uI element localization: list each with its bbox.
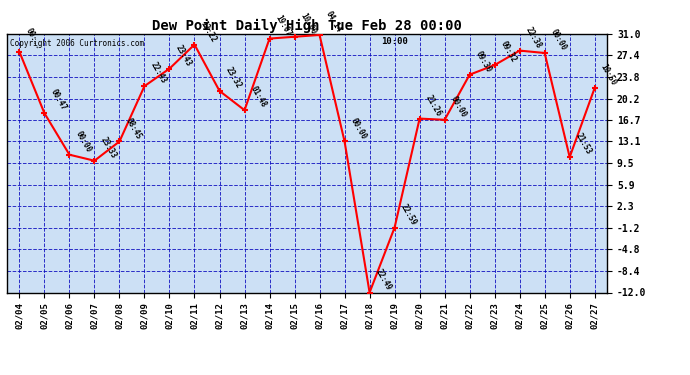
Text: 10:00: 10:00 [299, 12, 318, 36]
Text: 23:32: 23:32 [224, 66, 243, 90]
Text: 22:59: 22:59 [399, 202, 418, 227]
Text: 22:43: 22:43 [148, 61, 168, 86]
Text: 09:30: 09:30 [474, 50, 493, 74]
Text: 01:48: 01:48 [248, 85, 268, 109]
Text: 00:..: 00:.. [23, 27, 43, 51]
Text: 10:00: 10:00 [381, 38, 408, 46]
Text: 23:33: 23:33 [99, 135, 118, 160]
Text: 00:47: 00:47 [48, 88, 68, 112]
Text: 12:22: 12:22 [199, 19, 218, 44]
Text: Copyright 2006 Curtronics.com: Copyright 2006 Curtronics.com [10, 39, 144, 48]
Text: 08:45: 08:45 [124, 116, 143, 141]
Text: 21:53: 21:53 [574, 132, 593, 156]
Text: 00:00: 00:00 [549, 28, 568, 52]
Title: Dew Point Daily High Tue Feb 28 00:00: Dew Point Daily High Tue Feb 28 00:00 [152, 18, 462, 33]
Text: 00:00: 00:00 [448, 94, 468, 119]
Text: 00:00: 00:00 [74, 129, 93, 154]
Text: 23:43: 23:43 [174, 44, 193, 68]
Text: 09:32: 09:32 [499, 40, 518, 64]
Text: 19:07: 19:07 [274, 13, 293, 38]
Text: 22:38: 22:38 [524, 25, 543, 50]
Text: 00:00: 00:00 [348, 116, 368, 141]
Text: 10:50: 10:50 [599, 63, 618, 87]
Text: 04:14: 04:14 [324, 10, 343, 34]
Text: 21:26: 21:26 [424, 93, 443, 118]
Text: 22:49: 22:49 [374, 267, 393, 292]
